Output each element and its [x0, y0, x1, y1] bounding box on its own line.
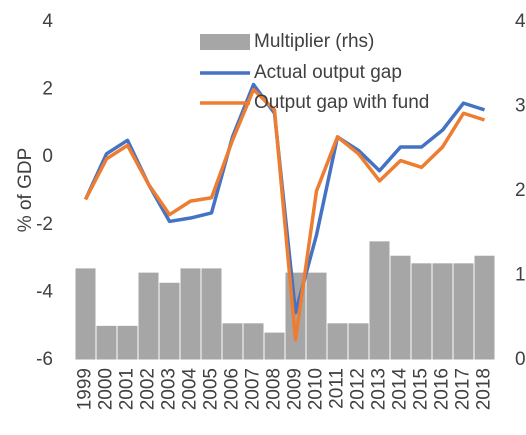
x-tick-label: 2011 — [327, 368, 348, 409]
bar — [221, 322, 244, 361]
x-tick-label: 2004 — [180, 368, 201, 411]
legend-label: Actual output gap — [254, 62, 402, 83]
bar — [452, 262, 475, 361]
legend-label: Multiplier (rhs) — [254, 31, 374, 52]
x-tick-label: 2003 — [159, 368, 180, 410]
y2-tick-label: 2 — [515, 180, 526, 201]
y-tick-label: -6 — [36, 349, 53, 370]
y2-tick-label: 0 — [515, 349, 526, 370]
x-tick-label: 2015 — [411, 368, 432, 410]
bar — [473, 254, 496, 361]
y-tick-label: 0 — [42, 146, 53, 167]
bar — [389, 254, 412, 361]
legend-label: Output gap with fund — [254, 92, 429, 113]
x-tick-label: 2006 — [222, 368, 243, 410]
x-tick-label: 2010 — [306, 368, 327, 410]
bar — [179, 267, 202, 361]
y2-tick-label: 3 — [515, 96, 526, 117]
y-tick-label: -2 — [36, 214, 53, 235]
bar — [347, 322, 370, 361]
bar — [305, 271, 328, 361]
x-tick-label: 2013 — [369, 368, 390, 410]
bar — [200, 267, 223, 361]
y-tick-label: -4 — [36, 281, 53, 302]
bar — [431, 262, 454, 361]
x-tick-label: 2016 — [432, 368, 453, 410]
x-tick-label: 2009 — [285, 368, 306, 410]
x-tick-label: 2001 — [117, 368, 138, 410]
x-tick-label: 1999 — [75, 368, 96, 410]
bar — [368, 240, 391, 361]
bar — [242, 322, 265, 361]
y-tick-label: 2 — [42, 79, 53, 100]
x-tick-label: 2018 — [474, 368, 495, 410]
bar — [95, 324, 118, 361]
bar — [137, 271, 160, 361]
y2-tick-label: 1 — [515, 265, 526, 286]
y-tick-label: 4 — [42, 11, 53, 32]
x-tick-label: 2012 — [348, 368, 369, 410]
x-tick-label: 2007 — [243, 368, 264, 410]
x-tick-label: 2014 — [390, 368, 411, 411]
bar — [263, 331, 286, 361]
bar — [410, 262, 433, 361]
x-tick-label: 2008 — [264, 368, 285, 410]
x-tick-label: 2005 — [201, 368, 222, 410]
x-tick-label: 2000 — [96, 368, 117, 410]
bar — [74, 267, 97, 361]
bar — [116, 324, 139, 361]
legend-swatch — [200, 34, 250, 50]
x-tick-label: 2017 — [453, 368, 474, 410]
x-tick-label: 2002 — [138, 368, 159, 410]
line — [83, 87, 486, 342]
y2-tick-label: 4 — [515, 11, 526, 32]
bar — [158, 281, 181, 361]
bar — [326, 322, 349, 361]
y-axis-label: % of GDP — [15, 148, 36, 232]
